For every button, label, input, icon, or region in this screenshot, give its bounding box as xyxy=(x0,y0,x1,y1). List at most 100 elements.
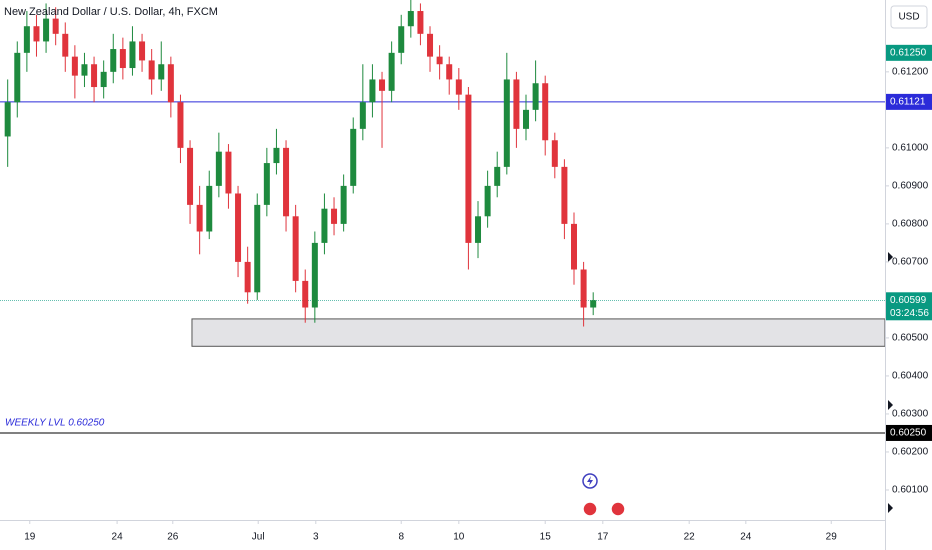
y-tick-label: 0.60700 xyxy=(892,257,929,268)
event-icon[interactable] xyxy=(610,501,626,517)
candle-body xyxy=(369,79,376,103)
candle-body xyxy=(23,26,30,53)
candle-body xyxy=(321,208,328,243)
candle-body xyxy=(311,242,318,308)
candle-body xyxy=(119,49,126,69)
currency-button[interactable] xyxy=(890,5,928,29)
x-tick-label: 3 xyxy=(313,532,319,543)
candle-body xyxy=(340,185,347,224)
price-label-box xyxy=(886,424,932,441)
x-tick-label: 15 xyxy=(540,532,552,543)
axis-arrows xyxy=(888,252,893,513)
candle-body xyxy=(417,11,424,34)
x-tick-label: 10 xyxy=(453,532,465,543)
candle-body xyxy=(580,269,587,308)
candle-body xyxy=(177,102,184,148)
event-icons xyxy=(582,473,626,517)
candle-body xyxy=(110,49,117,72)
candle-body xyxy=(436,56,443,65)
candle-body xyxy=(148,60,155,80)
x-tick-label: 29 xyxy=(826,532,838,543)
candle-body xyxy=(427,33,434,57)
x-tick-label: 22 xyxy=(684,532,696,543)
candle-body xyxy=(254,204,261,293)
candle-body xyxy=(388,52,395,91)
price-label-box xyxy=(886,292,932,321)
y-tick-label: 0.60500 xyxy=(892,333,929,344)
candle-body xyxy=(81,64,88,76)
candle-body xyxy=(523,109,530,129)
weekly-level-label: WEEKLY LVL 0.60250 xyxy=(5,418,105,429)
candle-body xyxy=(158,64,165,80)
candle-body xyxy=(283,147,290,217)
support-zone xyxy=(191,318,886,347)
candle-body xyxy=(446,64,453,80)
candle-body xyxy=(350,128,357,186)
candle-body xyxy=(235,193,242,262)
candle-body xyxy=(551,140,558,167)
x-tick-label: 8 xyxy=(398,532,404,543)
candle-body xyxy=(91,64,98,88)
candle-body xyxy=(484,185,491,217)
x-tick-label: 19 xyxy=(24,532,36,543)
y-tick-label: 0.60100 xyxy=(892,485,929,496)
price-label: 0.61121 xyxy=(890,97,926,108)
candle-body xyxy=(465,94,472,243)
price-label: 0.61250 xyxy=(890,47,927,58)
y-tick-label: 0.60400 xyxy=(892,371,929,382)
candle-body xyxy=(139,41,146,61)
candle-body xyxy=(494,166,501,186)
candle-body xyxy=(302,280,309,308)
candle-body xyxy=(331,208,338,224)
chart-title: New Zealand Dollar / U.S. Dollar, 4h, FX… xyxy=(4,6,218,18)
x-tick-label: 26 xyxy=(167,532,179,543)
candle-body xyxy=(206,185,213,232)
candle-body xyxy=(33,26,40,42)
candle-body xyxy=(4,102,11,137)
candle-body xyxy=(52,18,59,34)
candle-body xyxy=(571,223,578,270)
currency-label[interactable]: USD xyxy=(898,12,919,23)
price-label: 0.60599 xyxy=(890,295,927,306)
x-tick-label: Jul xyxy=(252,532,265,543)
candle-body xyxy=(187,147,194,205)
event-icon[interactable] xyxy=(582,501,598,517)
y-tick-label: 0.61000 xyxy=(892,143,929,154)
candle-body xyxy=(455,79,462,95)
candle-body xyxy=(475,216,482,243)
candle-body xyxy=(43,18,50,42)
y-tick-label: 0.60900 xyxy=(892,181,929,192)
x-tick-label: 17 xyxy=(597,532,609,543)
candle-body xyxy=(100,71,107,88)
price-label: 0.60250 xyxy=(890,428,927,439)
x-tick-label: 24 xyxy=(112,532,124,543)
candle-body xyxy=(359,102,366,129)
y-tick-label: 0.60200 xyxy=(892,447,929,458)
candle-body xyxy=(503,79,510,167)
candle-body xyxy=(215,151,222,186)
candle-body xyxy=(129,41,136,69)
candle-body xyxy=(225,151,232,194)
candle-body xyxy=(542,83,549,141)
candle-body xyxy=(244,261,251,293)
y-tick-label: 0.60300 xyxy=(892,409,929,420)
y-tick-label: 0.61200 xyxy=(892,66,929,77)
candle-body xyxy=(398,26,405,53)
axis-arrow xyxy=(888,503,893,513)
candle-body xyxy=(71,56,78,76)
candle-body xyxy=(62,33,69,57)
y-tick-label: 0.60800 xyxy=(892,219,929,230)
countdown: 03:24:56 xyxy=(890,308,929,319)
plot-area xyxy=(0,0,886,434)
candle-body xyxy=(167,64,174,103)
candle-body xyxy=(561,166,568,224)
price-label-box xyxy=(886,44,932,61)
axis-arrow xyxy=(888,400,893,410)
candle-body xyxy=(14,52,21,103)
candle-body xyxy=(292,216,299,281)
candle-body xyxy=(273,147,280,164)
price-label-box xyxy=(886,93,932,110)
candle-body xyxy=(590,300,597,308)
